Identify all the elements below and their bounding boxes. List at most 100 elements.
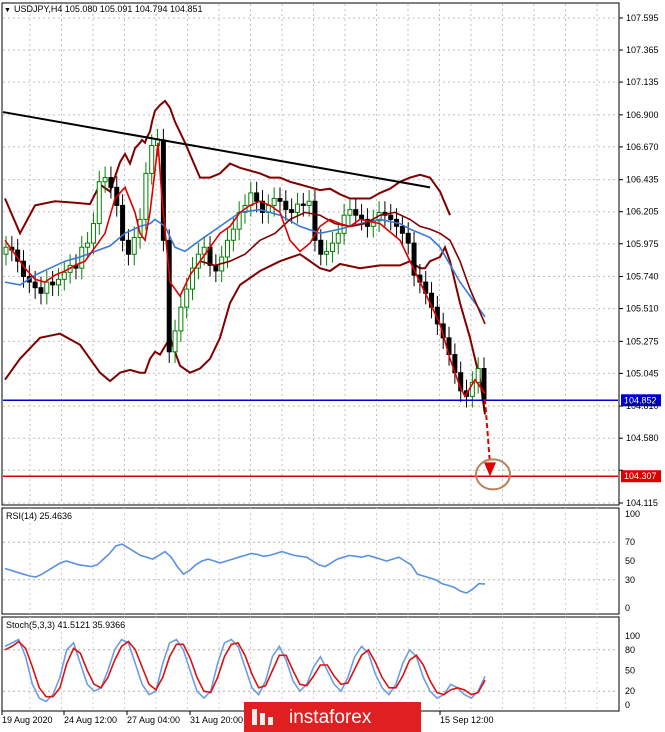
candle-body [213,264,219,272]
price-grid [3,4,618,504]
stoch-tick-label: 20 [625,686,635,696]
stoch-tick-label: 80 [625,645,635,655]
rsi-tick-label: 100 [625,509,640,519]
candle-body [277,197,283,202]
forecast-arrow-line [484,399,491,465]
candle-body [294,203,300,213]
rsi-tick-label: 50 [625,556,635,566]
candle-body [125,239,131,255]
candle-body [324,250,330,255]
rsi-panel-frame [1,507,620,615]
price-tick-label: 104.115 [626,498,658,508]
trendline [2,111,431,189]
symbol-menu-icon[interactable]: ▼ [4,7,11,14]
watermark-logo: instaforex [244,702,421,732]
stoch-panel: 100 80 50 20 0 Stoch(5,3,3) 41.5121 35.9366 [1,616,640,712]
candle-body [102,177,108,183]
candle-body [399,225,405,234]
rsi-polyline [4,543,486,594]
stoch-lines [4,638,486,703]
candle-body [143,172,149,220]
candle-body [271,197,277,206]
candle-body [475,368,481,383]
stoch-panel-title: Stoch(5,3,3) 41.5121 35.9366 [6,620,125,630]
candle-body [85,242,91,248]
bollinger-lower-line [4,244,486,415]
candle-body [481,368,487,402]
rsi-line [4,543,486,594]
candle-body [230,228,236,241]
candle-body [96,181,102,225]
candle-body [318,239,324,255]
rsi-tick-label: 30 [625,575,635,585]
price-tick-label: 105.045 [626,368,659,378]
candle-body [259,200,265,213]
candle-body [306,200,312,206]
price-tick-label: 104.810 [626,401,659,411]
candle-body [108,177,114,188]
candle-body [405,232,411,244]
price-tick-label: 106.670 [626,142,659,152]
ma-darkred-line [199,211,486,325]
time-tick-label: 15 Sep 12:00 [440,715,494,725]
candle-body [149,145,155,174]
hline-label-bg [621,394,661,407]
price-tick-label: 107.135 [626,77,659,87]
candle-body [61,271,67,280]
price-tick-label: 106.205 [626,207,659,217]
bollinger-bands [4,99,486,415]
price-tick-label: 107.595 [626,13,659,23]
candle-body [411,242,417,276]
rsi-axis: 100 70 50 30 0 [625,509,640,613]
candle-body [347,209,353,216]
price-panel-frame [1,2,620,506]
candle-body [166,239,172,353]
ma-red-line [4,142,486,399]
candle-body [469,381,475,397]
candle-body [32,281,38,289]
candle-body [289,209,295,213]
watermark-mark-icon [252,709,273,725]
candle-body [312,200,318,241]
candle-body [283,200,289,211]
price-tick-label: 105.740 [626,272,659,282]
rsi-panel: 100 70 50 30 0 RSI(14) 25.4636 [1,507,640,615]
forecast-arrow-head [484,462,496,477]
candle-body [300,203,306,206]
candle-body [178,306,184,332]
candle-body [172,330,178,353]
stoch-axis: 100 80 50 20 0 [625,631,640,710]
stoch-tick-label: 100 [625,631,640,641]
candle-body [335,232,341,244]
watermark-background [244,702,421,732]
stoch-tick-label: 50 [625,666,635,676]
price-tick-label: 105.275 [626,336,659,346]
hline-label: 104.852 [624,395,657,405]
candle-body [3,246,9,255]
moving-averages [4,142,486,399]
candle-body [131,237,137,255]
time-tick-label: 27 Aug 04:00 [127,715,180,725]
candle-body [329,242,335,252]
price-tick-label: 104.580 [626,433,659,443]
stoch-grid [3,617,618,711]
candle-body [184,288,190,308]
hline-label-bg [621,470,661,483]
time-tick-label: 31 Aug 20:00 [190,715,243,725]
candle-body [254,192,260,202]
price-overlays: 104.852 104.307 [2,111,661,491]
candle-body [79,246,85,269]
time-tick-label: 19 Aug 2020 [2,715,53,725]
stoch-tick-label: 0 [625,700,630,710]
candle-body [388,214,394,220]
candle-body [55,278,61,286]
rsi-tick-label: 70 [625,537,635,547]
price-tick-label: 105.510 [626,304,659,314]
stoch-main-line [4,638,486,703]
price-axis: 107.595 107.365 107.135 106.900 106.670 106.4… [619,13,659,508]
price-tick-label: 105.975 [626,239,659,249]
hline-label: 104.307 [624,471,657,481]
target-circle [475,458,511,491]
